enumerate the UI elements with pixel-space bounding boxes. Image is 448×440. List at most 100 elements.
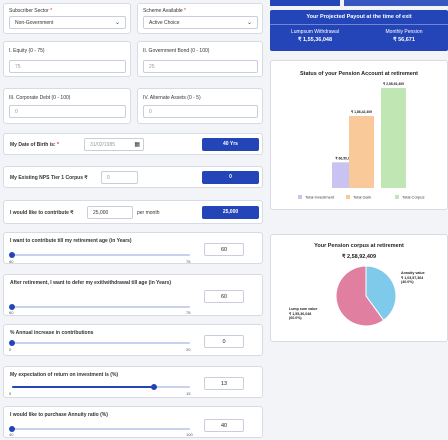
slider-label: After retirement, I want to defer my exi…: [10, 280, 172, 286]
bar-2: [381, 88, 406, 188]
contribution-panel: I would like to contribute ₹ 25,000 per …: [3, 200, 263, 224]
contribution-input[interactable]: 25,000: [87, 206, 133, 219]
per-month-label: per month: [137, 210, 160, 216]
slider-label: % Annual increase in contributions: [10, 330, 94, 336]
slider-handle[interactable]: [9, 340, 15, 346]
corporate-input[interactable]: 0: [9, 105, 126, 118]
scheme-panel: Scheme Available * Active Choice ⌄: [137, 3, 263, 34]
dob-label: My Date of Birth is: *: [10, 142, 59, 148]
annuity-pct: (40.0%): [401, 280, 414, 285]
top-tab-active[interactable]: [270, 0, 340, 6]
corpus-total: ₹ 2,58,92,409: [341, 254, 377, 260]
pie-slice-1: [365, 265, 397, 321]
alternate-input[interactable]: 0: [143, 105, 258, 118]
bar-label-2: ₹ 2,58,92,409: [383, 82, 404, 86]
status-bar-chart: ₹ 66,50,000 ₹ 1,86,42,409 ₹ 2,58,92,409 Tot…: [298, 82, 424, 200]
slider-max: 20: [186, 347, 191, 352]
slider-min: 0: [9, 347, 12, 352]
legend-label-0: Total Investment: [305, 195, 335, 200]
legend-swatch-1: [346, 195, 350, 199]
corpus-input[interactable]: 0: [101, 171, 138, 184]
equity-input[interactable]: 75: [9, 60, 126, 73]
dob-panel: My Date of Birth is: * 31/02/1985 ▦ 40 Y…: [3, 133, 263, 155]
lump-pct: (60.0%): [289, 316, 302, 321]
pension-label: Monthly Pension: [385, 29, 423, 35]
chevron-down-icon: ⌄: [114, 20, 120, 26]
contribution-label: I would like to contribute ₹: [10, 210, 74, 216]
legend-label-2: Total Corpus: [402, 195, 424, 200]
slider-max: 15: [186, 391, 191, 396]
corporate-panel: III. Corporate Debt (0 - 100) 0: [3, 88, 131, 124]
top-tab-inactive[interactable]: [344, 0, 448, 6]
equity-label: I. Equity (0 - 75): [9, 48, 45, 54]
equity-panel: I. Equity (0 - 75) 75: [3, 41, 131, 77]
slider-label: I would like to purchase Annuity ratio (…: [10, 412, 108, 418]
corpus-result: 0: [202, 171, 259, 184]
lumpsum-label: Lumpsum Withdrawal: [290, 29, 340, 35]
return-slider[interactable]: [12, 384, 190, 390]
annual-increase-slider[interactable]: [9, 340, 190, 346]
bar-label-0: ₹ 66,50,000: [335, 156, 353, 160]
retirement-age-value[interactable]: 60: [204, 243, 244, 256]
annuity-value[interactable]: 40: [204, 419, 244, 432]
slider-max: 75: [186, 259, 191, 264]
status-chart-title: Status of your Pension Account at retire…: [299, 71, 419, 77]
govbond-label: II. Government Bond (0 - 100): [143, 48, 210, 54]
payout-header: Your Projected Payout at the time of exi…: [306, 14, 412, 20]
dob-input[interactable]: 31/02/1985 ▦: [84, 138, 144, 151]
legend-label-1: Total Gain: [353, 195, 371, 200]
legend-swatch-2: [395, 195, 399, 199]
slider-min: 5: [9, 391, 12, 396]
slider-min: 60: [9, 310, 14, 315]
slider-handle[interactable]: [151, 384, 158, 390]
annuity-slider[interactable]: [9, 426, 190, 432]
payout-divider: [270, 24, 448, 25]
slider-min: 60: [9, 259, 14, 264]
return-value[interactable]: 13: [204, 377, 244, 390]
slider-label: I want to contribute till my retirement …: [10, 238, 132, 244]
lump-value: ₹ 1,55,36,048: [289, 311, 312, 316]
contribution-result: 25,000: [202, 206, 259, 219]
scheme-available-label: Scheme Available *: [143, 8, 186, 14]
slider-max: 75: [186, 310, 191, 315]
slider-label: My expectation of return on investment i…: [10, 372, 119, 378]
status-chart-card: Status of your Pension Account at retire…: [270, 60, 448, 210]
annuity-value: ₹ 1,03,57,364: [401, 275, 424, 280]
slider-max: 100: [186, 432, 193, 437]
corpus-pie-chart: [335, 265, 397, 327]
lump-legend: Lump sum value ₹ 1,55,36,048 (60.0%): [289, 307, 317, 321]
corpus-chart-card: Your Pension corpus at retirement ₹ 2,58…: [270, 234, 448, 342]
slider-handle[interactable]: [9, 426, 15, 432]
govbond-input[interactable]: 25: [143, 60, 258, 73]
annuity-label: Annuity value: [401, 271, 425, 275]
lumpsum-value: ₹ 1,55,36,048: [297, 37, 333, 43]
scheme-available-select[interactable]: Active Choice ⌄: [143, 16, 258, 29]
slider-handle[interactable]: [9, 252, 15, 258]
subscriber-panel: Subscriber Sector * Non-Government ⌄: [3, 3, 131, 34]
corpus-panel: My Existing NPS Tier 1 Corpus ₹ 0 0: [3, 166, 263, 188]
retirement-age-panel: I want to contribute till my retirement …: [3, 232, 263, 264]
bar-1: [349, 116, 374, 188]
subscriber-sector-label: Subscriber Sector *: [9, 8, 53, 14]
calendar-icon[interactable]: ▦: [134, 142, 140, 148]
corporate-label: III. Corporate Debt (0 - 100): [9, 95, 71, 101]
corpus-label: My Existing NPS Tier 1 Corpus ₹: [10, 175, 88, 181]
bar-label-1: ₹ 1,86,42,409: [351, 110, 372, 114]
pie-slice-0: [335, 265, 385, 327]
chevron-down-icon: ⌄: [246, 20, 252, 26]
slider-handle[interactable]: [9, 304, 15, 310]
exit-age-slider[interactable]: [9, 304, 190, 310]
legend-swatch-0: [298, 195, 302, 199]
age-result: 40 Yrs: [202, 138, 259, 151]
annual-increase-value[interactable]: 0: [204, 335, 244, 348]
subscriber-sector-select[interactable]: Non-Government ⌄: [9, 16, 126, 29]
corpus-chart-title: Your Pension corpus at retirement: [314, 243, 404, 249]
exit-age-value[interactable]: 60: [204, 290, 244, 303]
alternate-label: IV. Alternate Assets (0 - 5): [143, 95, 201, 101]
govbond-panel: II. Government Bond (0 - 100) 25: [137, 41, 263, 77]
retirement-age-slider[interactable]: [9, 252, 190, 258]
annuity-legend: Annuity value ₹ 1,03,57,364 (40.0%): [401, 271, 425, 285]
payout-panel: Your Projected Payout at the time of exi…: [270, 10, 448, 51]
annuity-panel: I would like to purchase Annuity ratio (…: [3, 406, 263, 438]
return-panel: My expectation of return on investment i…: [3, 366, 263, 398]
